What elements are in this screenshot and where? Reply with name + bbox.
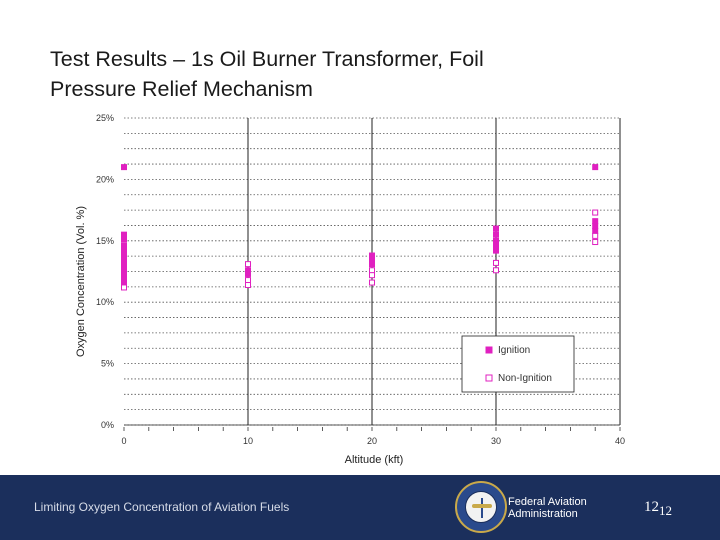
ignition-point bbox=[121, 267, 127, 274]
x-axis-title: Altitude (kft) bbox=[345, 454, 404, 466]
footer-title: Limiting Oxygen Concentration of Aviatio… bbox=[34, 500, 290, 514]
page-number-main: 12 bbox=[644, 499, 659, 515]
non-ignition-point bbox=[369, 279, 375, 286]
non-ignition-point bbox=[121, 284, 127, 291]
ignition-point bbox=[592, 227, 599, 234]
ignition-point bbox=[121, 252, 127, 259]
non-ignition-point bbox=[493, 267, 499, 274]
y-tick-label: 15% bbox=[96, 236, 114, 246]
ignition-point bbox=[493, 231, 499, 238]
slide-title-line1: Test Results – 1s Oil Burner Transformer… bbox=[50, 47, 484, 71]
x-tick-label: 10 bbox=[243, 436, 253, 446]
non-ignition-point bbox=[592, 239, 599, 246]
x-tick-label: 30 bbox=[491, 436, 501, 446]
y-tick-label: 25% bbox=[96, 113, 114, 123]
non-ignition-point bbox=[245, 277, 251, 284]
legend-marker bbox=[485, 346, 493, 354]
non-ignition-point bbox=[369, 272, 375, 279]
y-axis-title: Oxygen Concentration (Vol. %) bbox=[75, 206, 87, 357]
ignition-point bbox=[493, 242, 499, 249]
seal-inner bbox=[465, 491, 497, 523]
ignition-point bbox=[121, 242, 127, 249]
scatter-chart: 0% 5% 10% 15% 20% 25% 0 10 20 30 40 Altitude (kft) O… bbox=[70, 105, 650, 475]
slide-title: Test Results – 1s Oil Burner Transformer… bbox=[50, 44, 670, 104]
x-tick-label: 40 bbox=[615, 436, 625, 446]
page-number-sub: 12 bbox=[659, 503, 672, 518]
ignition-point bbox=[493, 225, 499, 232]
faa-seal-icon bbox=[455, 481, 507, 533]
ignition-point bbox=[493, 247, 499, 254]
x-tick-label: 0 bbox=[121, 436, 126, 446]
faa-name-line1: Federal Aviation bbox=[508, 496, 587, 508]
page-number: 1212 bbox=[644, 499, 672, 518]
ignition-point bbox=[369, 261, 375, 268]
faa-name-line2: Administration bbox=[508, 508, 578, 520]
legend-marker bbox=[485, 374, 493, 382]
non-ignition-point bbox=[592, 232, 599, 239]
ignition-point bbox=[121, 236, 127, 243]
legend-box bbox=[461, 335, 575, 393]
ignition-point bbox=[121, 247, 127, 254]
non-ignition-point bbox=[245, 282, 251, 289]
ignition-point bbox=[121, 257, 127, 264]
ignition-point bbox=[121, 279, 127, 286]
ignition-point bbox=[592, 223, 599, 230]
y-tick-label: 0% bbox=[101, 420, 114, 430]
ignition-point bbox=[121, 164, 127, 171]
chart-svg: 0% 5% 10% 15% 20% 25% 0 10 20 30 40 Altitude (kft) O… bbox=[75, 113, 625, 466]
non-ignition-point bbox=[493, 259, 499, 266]
ignition-point bbox=[592, 218, 599, 225]
non-ignition-point bbox=[369, 267, 375, 274]
y-tick-label: 5% bbox=[101, 359, 114, 369]
slide-title-line2: Pressure Relief Mechanism bbox=[50, 77, 313, 101]
legend-label: Non-Ignition bbox=[498, 373, 552, 384]
ignition-point bbox=[369, 252, 375, 259]
ignition-point bbox=[245, 270, 251, 277]
footer-bar: Limiting Oxygen Concentration of Aviatio… bbox=[0, 475, 720, 540]
x-tick-label: 20 bbox=[367, 436, 377, 446]
ignition-point bbox=[493, 237, 499, 244]
non-ignition-point bbox=[245, 261, 251, 268]
ignition-point bbox=[121, 262, 127, 269]
ignition-point bbox=[121, 231, 127, 238]
seal-emblem bbox=[481, 498, 483, 518]
seal-wing bbox=[472, 504, 492, 508]
non-ignition-point bbox=[592, 209, 599, 216]
faa-name: Federal Aviation Administration bbox=[508, 496, 587, 520]
legend-label: Ignition bbox=[498, 345, 530, 356]
ignition-point bbox=[592, 164, 599, 171]
y-tick-label: 10% bbox=[96, 297, 114, 307]
y-tick-label: 20% bbox=[96, 174, 114, 184]
